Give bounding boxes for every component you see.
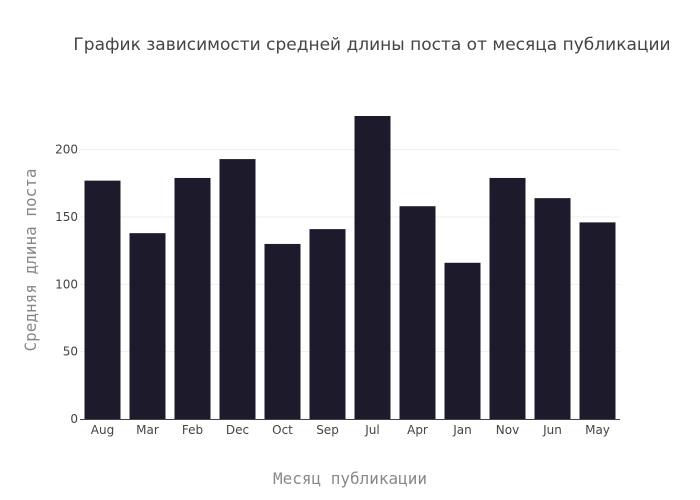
bar-may[interactable] (579, 222, 616, 419)
bar-dec[interactable] (219, 159, 256, 420)
bar-nov[interactable] (489, 177, 526, 419)
y-tick-label: 100 (55, 277, 78, 291)
bar-apr[interactable] (399, 206, 436, 419)
bar-sep[interactable] (309, 229, 346, 419)
y-tick-label: 150 (55, 210, 78, 224)
bar-aug[interactable] (84, 180, 121, 419)
x-tick-label: Mar (136, 423, 159, 437)
x-tick-labels: Aug Mar Feb Dec Oct Sep Jul Apr Jan Nov Jun May (91, 423, 610, 437)
bar-oct[interactable] (264, 243, 301, 419)
x-tick-label: Jun (542, 423, 562, 437)
bar-mar[interactable] (129, 233, 166, 419)
x-tick-label: Aug (91, 423, 114, 437)
y-tick-label: 0 (70, 412, 78, 426)
x-tick-label: Sep (316, 423, 339, 437)
x-tick-label: Nov (496, 423, 519, 437)
x-axis-title: Месяц публикации (273, 469, 427, 488)
gridlines (80, 149, 620, 353)
bars (84, 116, 616, 420)
x-tick-label: Jul (364, 423, 379, 437)
chart-title: График зависимости средней длины поста о… (73, 35, 670, 55)
x-tick-label: Jan (452, 423, 472, 437)
x-tick-label: Dec (226, 423, 249, 437)
x-tick-label: May (585, 423, 610, 437)
y-tick-labels: 0 50 100 150 200 (55, 143, 78, 426)
x-tick-label: Feb (182, 423, 203, 437)
y-tick-label: 200 (55, 143, 78, 157)
bar-jul[interactable] (354, 116, 391, 419)
x-tick-label: Oct (272, 423, 293, 437)
x-tick-label: Apr (407, 423, 428, 437)
bar-jun[interactable] (534, 198, 571, 419)
bar-jan[interactable] (444, 262, 481, 419)
y-axis-title: Средняя длина поста (21, 168, 40, 351)
y-tick-label: 50 (63, 345, 78, 359)
bar-feb[interactable] (174, 177, 211, 419)
